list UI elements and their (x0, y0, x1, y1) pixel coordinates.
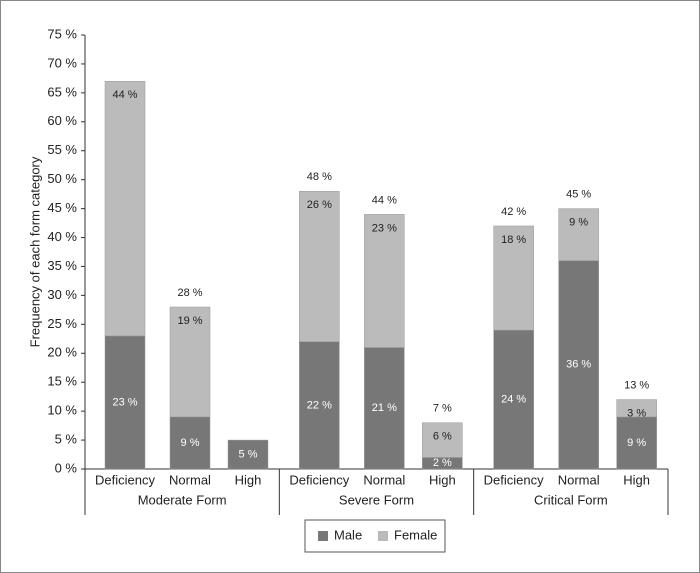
y-tick-label: 20 % (47, 345, 77, 360)
total-label: 28 % (177, 287, 202, 299)
bar-segment (558, 260, 599, 470)
bar-segment (104, 81, 146, 337)
legend-swatch (378, 531, 388, 541)
value-label: 9 % (181, 437, 200, 449)
y-tick-label: 70 % (47, 55, 77, 70)
y-tick-label: 5 % (55, 432, 78, 447)
value-label: 6 % (433, 431, 452, 443)
legend-label: Male (334, 527, 362, 542)
x-tick-label: Deficiency (95, 472, 155, 487)
bar-segment (493, 225, 534, 331)
bar-segment (493, 329, 534, 470)
legend-label: Female (394, 527, 437, 542)
y-tick-label: 75 % (47, 26, 77, 41)
y-tick-label: 0 % (55, 460, 78, 475)
bar-segment (422, 422, 463, 458)
x-tick-label: Normal (558, 472, 600, 487)
bar-segment (616, 399, 657, 418)
y-tick-label: 45 % (47, 200, 77, 215)
y-tick-label: 10 % (47, 403, 77, 418)
value-label: 3 % (627, 407, 646, 419)
y-tick-label: 30 % (47, 287, 77, 302)
value-label: 44 % (112, 89, 137, 101)
value-label: 23 % (112, 396, 137, 408)
y-tick-label: 60 % (47, 113, 77, 128)
bar-segment (364, 214, 405, 348)
x-tick-label: High (429, 472, 456, 487)
total-label: 7 % (433, 403, 452, 415)
group-label: Critical Form (534, 492, 608, 507)
legend-box (304, 519, 446, 553)
value-label: 36 % (566, 359, 591, 371)
y-tick-label: 15 % (47, 374, 77, 389)
bar-segment (299, 190, 340, 342)
x-tick-label: High (623, 472, 650, 487)
y-tick-label: 65 % (47, 84, 77, 99)
value-label: 24 % (501, 393, 526, 405)
y-axis-label: Frequency of each form category (27, 156, 42, 347)
y-tick-label: 55 % (47, 142, 77, 157)
value-label: 19 % (177, 315, 202, 327)
group-label: Severe Form (339, 492, 414, 507)
total-label: 48 % (307, 171, 332, 183)
value-label: 26 % (307, 199, 332, 211)
bar-segment (169, 306, 211, 418)
value-label: 21 % (372, 402, 397, 414)
total-label: 13 % (624, 379, 649, 391)
y-tick-label: 35 % (47, 258, 77, 273)
total-label: 44 % (372, 194, 397, 206)
x-tick-label: Normal (363, 472, 405, 487)
value-label: 5 % (239, 448, 258, 460)
value-label: 9 % (627, 437, 646, 449)
bar-segment (104, 335, 146, 470)
y-tick-label: 40 % (47, 229, 77, 244)
bar-segment (616, 416, 657, 470)
total-label: 42 % (501, 206, 526, 218)
bar-segment (227, 439, 269, 470)
legend-swatch (318, 531, 328, 541)
x-tick-label: High (235, 472, 262, 487)
x-tick-label: Deficiency (289, 472, 349, 487)
value-label: 22 % (307, 399, 332, 411)
value-label: 2 % (433, 457, 452, 469)
value-label: 18 % (501, 234, 526, 246)
value-label: 9 % (569, 217, 588, 229)
total-label: 45 % (566, 189, 591, 201)
group-label: Moderate Form (138, 492, 227, 507)
x-tick-label: Deficiency (484, 472, 544, 487)
x-tick-label: Normal (169, 472, 211, 487)
bar-segment (558, 208, 599, 261)
y-tick-label: 50 % (47, 171, 77, 186)
y-tick-label: 25 % (47, 316, 77, 331)
bar-segment (299, 341, 340, 470)
value-label: 23 % (372, 222, 397, 234)
